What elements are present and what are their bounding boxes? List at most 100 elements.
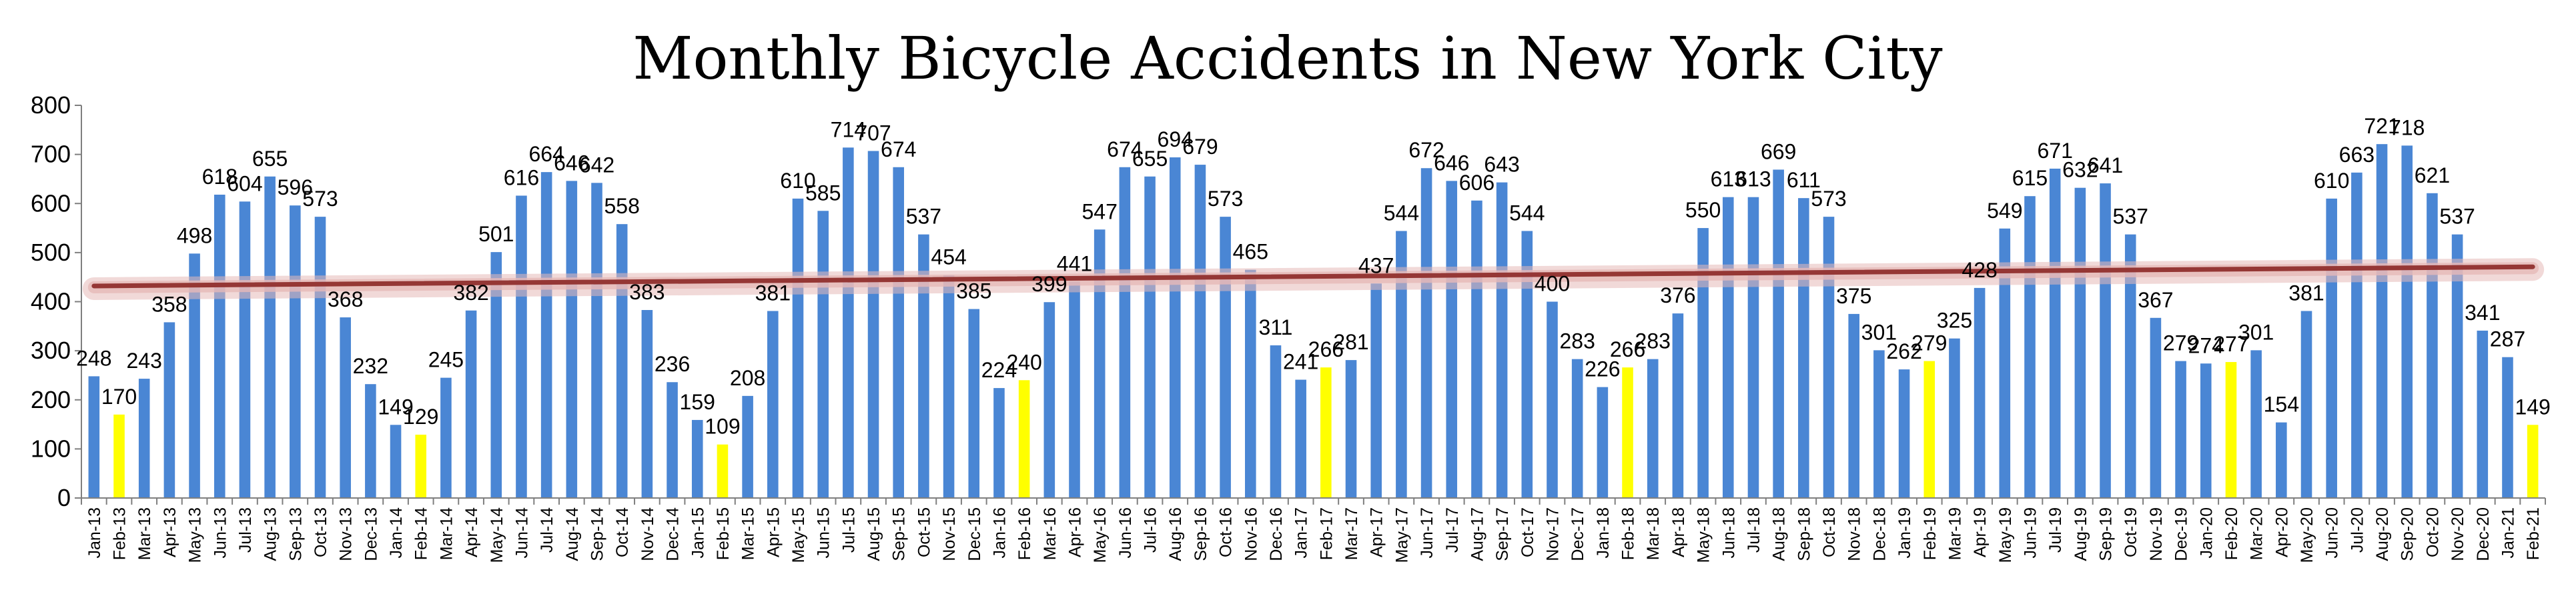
x-tick-label: Nov-20 — [2449, 507, 2467, 561]
x-tick-label: Apr-14 — [462, 507, 481, 557]
bar — [1069, 281, 1080, 498]
bar — [1420, 168, 1432, 499]
data-label: 236 — [655, 352, 690, 376]
bar — [1848, 313, 1859, 498]
data-label: 240 — [1006, 350, 1041, 374]
x-tick-label: Nov-16 — [1242, 507, 1260, 561]
data-label: 616 — [504, 165, 539, 189]
data-label: 367 — [2138, 288, 2173, 312]
data-label: 613 — [1735, 167, 1771, 191]
data-label: 283 — [1635, 329, 1671, 353]
data-label: 428 — [1962, 258, 1997, 282]
bar — [2477, 330, 2489, 498]
x-tick-label: Jun-15 — [815, 507, 833, 558]
bar — [2326, 198, 2337, 498]
y-axis: 0 100 200 300 400 500 600 700 800 — [31, 91, 82, 511]
data-label: 585 — [805, 181, 841, 205]
x-tick-label: Sep-13 — [286, 507, 305, 561]
bar — [767, 311, 779, 498]
bar — [943, 275, 955, 498]
data-label: 714 — [831, 117, 866, 141]
data-label: 399 — [1031, 272, 1067, 296]
data-label: 400 — [1535, 272, 1570, 296]
bar — [1320, 367, 1332, 498]
x-tick-label: Sep-14 — [588, 507, 607, 561]
bar — [1396, 231, 1407, 498]
bar — [264, 176, 276, 498]
bars — [88, 144, 2539, 499]
x-tick-label: Sep-18 — [1795, 507, 1813, 561]
x-tick-label: Jan-17 — [1292, 507, 1311, 558]
data-label: 707 — [855, 121, 891, 145]
bar — [667, 382, 678, 498]
bar — [88, 376, 100, 498]
bar — [993, 388, 1005, 498]
bar — [1144, 176, 1156, 498]
x-tick-label: Dec-13 — [362, 507, 380, 561]
x-tick-label: Jan-21 — [2499, 507, 2517, 558]
bar — [2527, 425, 2539, 498]
data-label: 241 — [1283, 350, 1318, 374]
bar — [2427, 193, 2438, 498]
x-tick-label: Apr-20 — [2272, 507, 2291, 557]
data-label: 224 — [981, 358, 1017, 382]
data-label: 610 — [2314, 169, 2349, 193]
bar — [1521, 231, 1533, 498]
bar — [1622, 367, 1633, 498]
x-tick-label: Apr-17 — [1368, 507, 1386, 557]
data-label: 454 — [931, 245, 966, 269]
bar — [1220, 217, 1231, 498]
x-tick-label: Nov-18 — [1845, 507, 1864, 561]
bar — [1974, 287, 1986, 498]
y-tick-label: 200 — [31, 386, 71, 413]
data-label: 281 — [1333, 330, 1368, 354]
x-tick-label: Sep-20 — [2399, 507, 2417, 561]
x-tick-label: Mar-18 — [1644, 507, 1663, 560]
data-label: 498 — [177, 223, 212, 247]
data-label: 606 — [1459, 171, 1494, 195]
x-tick-label: Dec-18 — [1870, 507, 1889, 561]
data-label: 618 — [202, 165, 238, 189]
bar — [2376, 144, 2388, 498]
bar — [365, 384, 376, 498]
bar — [2451, 234, 2463, 498]
x-tick-label: Mar-17 — [1342, 507, 1361, 560]
data-label: 149 — [378, 395, 413, 419]
bar — [566, 181, 578, 498]
bar — [1295, 379, 1306, 498]
data-label: 375 — [1836, 284, 1871, 308]
bar — [340, 317, 351, 498]
data-label: 610 — [780, 169, 815, 193]
x-tick-label: Apr-19 — [1971, 507, 1990, 557]
x-tick-label: Oct-20 — [2423, 507, 2442, 557]
x-tick-label: Oct-17 — [1519, 507, 1537, 557]
data-label: 376 — [1660, 283, 1695, 307]
bar — [540, 172, 552, 498]
data-label: 381 — [755, 281, 791, 305]
y-tick-label: 100 — [31, 435, 71, 462]
x-tick-label: Jul-13 — [236, 507, 255, 553]
x-tick-label: Jul-17 — [1443, 507, 1462, 553]
bar — [1270, 345, 1282, 498]
trendline-line — [91, 264, 2535, 289]
x-tick-label: Oct-13 — [312, 507, 330, 557]
x-tick-label: Jul-18 — [1745, 507, 1763, 553]
data-labels: 2481702433584986186046555965733682321491… — [76, 114, 2551, 439]
data-label: 279 — [2163, 331, 2198, 355]
x-tick-label: Sep-19 — [2097, 507, 2116, 561]
bar — [1571, 359, 1583, 498]
data-label: 279 — [1911, 331, 1947, 355]
data-label: 621 — [2415, 163, 2450, 187]
bar — [2049, 168, 2061, 498]
bar — [1647, 359, 1659, 498]
data-label: 671 — [2037, 139, 2072, 163]
bar — [2074, 187, 2086, 498]
data-label: 641 — [2088, 153, 2123, 177]
x-tick-label: Nov-14 — [638, 507, 657, 561]
bar — [189, 253, 200, 498]
bar — [1194, 165, 1206, 498]
bar — [516, 195, 527, 498]
bar — [390, 425, 402, 498]
x-tick-label: May-13 — [186, 507, 205, 563]
